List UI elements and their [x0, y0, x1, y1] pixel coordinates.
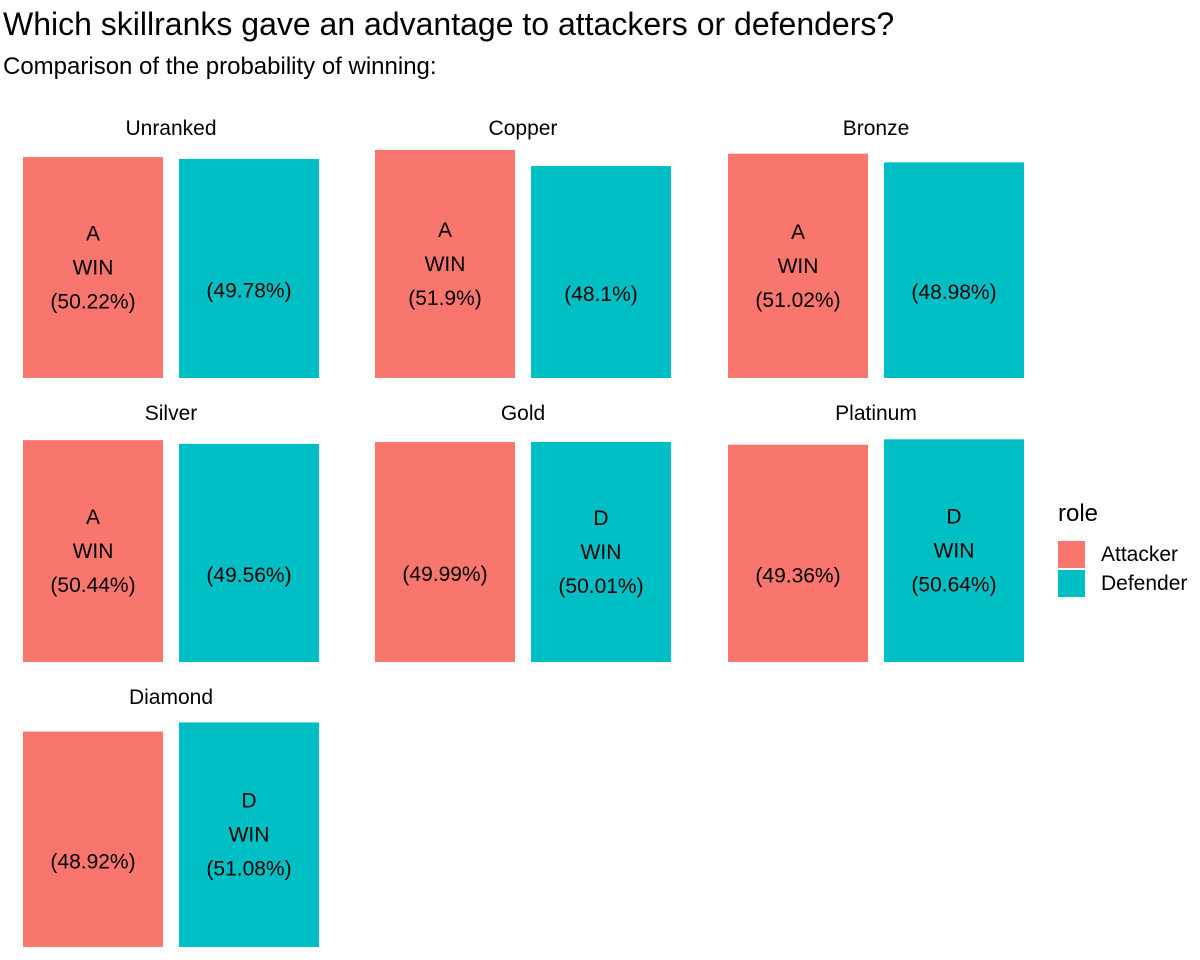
bar-copper-attacker — [375, 149, 515, 378]
winner-text-silver-attacker-0: A — [86, 506, 100, 529]
legend-item-defender: Defender — [1058, 569, 1200, 598]
bar-gold-attacker — [375, 442, 515, 662]
bar-unranked-attacker — [23, 157, 163, 378]
data-label-gold-defender: (50.01%) — [558, 575, 643, 598]
data-label-bronze-attacker: (51.02%) — [755, 289, 840, 312]
facet-label-silver: Silver — [145, 402, 198, 425]
winner-text-unranked-attacker-0: A — [86, 223, 100, 246]
legend-title: role — [1058, 500, 1099, 527]
facet-label-gold: Gold — [501, 402, 545, 425]
chart-subtitle: Comparison of the probability of winning… — [3, 53, 437, 80]
winner-text-platinum-defender-0: D — [946, 506, 961, 529]
facet-silver: Silver A WIN (50.44%) (49.56%) — [23, 402, 319, 662]
legend-item-attacker: Attacker — [1058, 540, 1200, 569]
facet-label-unranked: Unranked — [125, 117, 216, 140]
facet-label-platinum: Platinum — [835, 402, 917, 425]
legend-label-attacker: Attacker — [1101, 542, 1179, 566]
winner-text-unranked-attacker-1: WIN — [73, 257, 114, 280]
facet-label-diamond: Diamond — [129, 686, 213, 709]
winner-text-copper-attacker-1: WIN — [425, 253, 466, 276]
data-label-platinum-attacker: (49.36%) — [755, 564, 840, 587]
winner-text-copper-attacker-0: A — [438, 219, 452, 242]
facet-diamond: Diamond (48.92%) D WIN (51.08%) — [23, 686, 319, 947]
data-label-platinum-defender: (50.64%) — [911, 574, 996, 597]
winner-text-gold-defender-0: D — [593, 507, 608, 530]
chart-title: Which skillranks gave an advantage to at… — [3, 6, 895, 42]
legend-key-attacker — [1058, 541, 1085, 568]
data-label-gold-attacker: (49.99%) — [402, 563, 487, 586]
winner-text-silver-attacker-1: WIN — [73, 540, 114, 563]
facet-platinum: Platinum (49.36%) D WIN (50.64%) — [728, 402, 1024, 662]
bar-silver-defender — [179, 443, 319, 662]
bar-copper-defender — [531, 166, 671, 378]
bar-bronze-attacker — [728, 153, 868, 378]
bar-diamond-defender — [179, 722, 319, 947]
facet-label-copper: Copper — [489, 117, 558, 140]
data-label-silver-attacker: (50.44%) — [50, 574, 135, 597]
data-label-unranked-defender: (49.78%) — [206, 279, 291, 302]
winner-text-platinum-defender-1: WIN — [934, 540, 975, 563]
facet-copper: Copper A WIN (51.9%) (48.1%) — [375, 117, 671, 378]
facet-label-bronze: Bronze — [843, 117, 910, 140]
bar-platinum-defender — [884, 439, 1024, 662]
legend-key-defender — [1058, 570, 1085, 597]
winner-text-gold-defender-1: WIN — [581, 541, 622, 564]
data-label-copper-attacker: (51.9%) — [408, 287, 482, 310]
facet-bronze: Bronze A WIN (51.02%) (48.98%) — [728, 117, 1024, 378]
legend: role Attacker Defender — [1058, 497, 1200, 598]
data-label-diamond-defender: (51.08%) — [206, 858, 291, 881]
bar-gold-defender — [531, 441, 671, 662]
bar-bronze-defender — [884, 162, 1024, 378]
winner-text-diamond-defender-0: D — [241, 790, 256, 813]
data-label-diamond-attacker: (48.92%) — [50, 850, 135, 873]
bar-silver-attacker — [23, 440, 163, 662]
facet-gold: Gold (49.99%) D WIN (50.01%) — [375, 402, 671, 662]
bar-unranked-defender — [179, 158, 319, 378]
legend-label-defender: Defender — [1101, 571, 1188, 595]
data-label-unranked-attacker: (50.22%) — [50, 291, 135, 314]
winner-text-diamond-defender-1: WIN — [229, 824, 270, 847]
facet-unranked: Unranked A WIN (50.22%) (49.78%) — [23, 117, 319, 378]
data-label-silver-defender: (49.56%) — [206, 564, 291, 587]
bar-diamond-attacker — [23, 731, 163, 947]
winner-text-bronze-attacker-1: WIN — [778, 255, 819, 278]
data-label-copper-defender: (48.1%) — [564, 283, 638, 306]
faceted-bar-chart: Unranked A WIN (50.22%) (49.78%) Copper A WIN (5… — [23, 117, 1024, 947]
data-label-bronze-defender: (48.98%) — [911, 281, 996, 304]
winner-text-bronze-attacker-0: A — [791, 221, 805, 244]
bar-platinum-attacker — [728, 444, 868, 662]
